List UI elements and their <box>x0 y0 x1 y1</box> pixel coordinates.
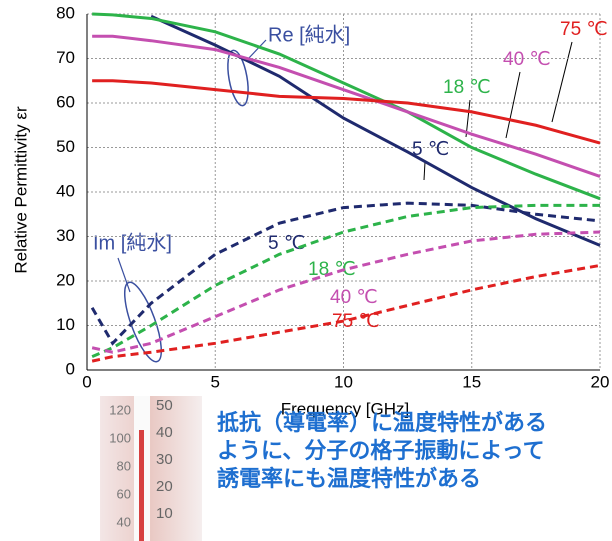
thermometer-scale: 30 <box>156 451 173 468</box>
series-label: 5 ℃ <box>412 139 449 160</box>
y-axis-label: Relative Permittivity εr <box>11 106 30 274</box>
im-pointer <box>118 258 130 292</box>
series-label: 40 ℃ <box>330 287 378 308</box>
thermometer: 120 100 80 60 40 50 40 30 20 10 <box>100 396 202 541</box>
x-tick-label: 10 <box>334 372 353 391</box>
series-label: 75 ℃ <box>332 311 380 332</box>
thermometer-scale: 60 <box>117 486 131 501</box>
annotation: Re [純水] <box>268 23 350 46</box>
arrow <box>506 72 520 138</box>
caption-line: 抵抗（導電率）に温度特性がある <box>217 410 547 436</box>
caption-line: 誘電率にも温度特性がある <box>217 466 481 492</box>
y-tick-label: 20 <box>56 270 75 289</box>
thermometer-liquid <box>139 430 144 541</box>
chart: 1201008060405040302010 Relative Permitti… <box>0 0 612 541</box>
y-tick-label: 50 <box>56 137 75 156</box>
series-label: 18 ℃ <box>308 259 356 280</box>
y-tick-label: 0 <box>66 359 75 378</box>
thermometer-scale: 50 <box>156 397 173 414</box>
thermometer-scale: 120 <box>109 402 131 417</box>
thermometer-body <box>100 396 202 541</box>
im-ellipse <box>117 278 168 365</box>
y-tick-label: 10 <box>56 315 75 334</box>
thermometer-scale: 20 <box>156 478 173 495</box>
thermometer-scale: 40 <box>117 514 131 529</box>
y-tick-label: 30 <box>56 226 75 245</box>
annotation: Im [純水] <box>93 231 172 254</box>
thermometer-scale: 40 <box>156 424 173 441</box>
x-tick-label: 20 <box>591 372 610 391</box>
y-tick-label: 60 <box>56 92 75 111</box>
series-label: 40 ℃ <box>503 49 551 70</box>
arrow <box>424 162 425 180</box>
series-label: 75 ℃ <box>560 19 608 40</box>
y-tick-label: 80 <box>56 3 75 22</box>
y-tick-label: 40 <box>56 181 75 200</box>
thermometer-scale: 100 <box>109 430 131 445</box>
x-tick-label: 0 <box>82 372 91 391</box>
x-tick-label: 15 <box>462 372 481 391</box>
arrow <box>552 42 572 122</box>
caption-line: ように、分子の格子振動によって <box>217 438 545 464</box>
thermometer-scale: 80 <box>117 458 131 473</box>
x-tick-label: 5 <box>211 372 220 391</box>
y-tick-label: 70 <box>56 48 75 67</box>
thermometer-scale: 10 <box>156 505 173 522</box>
series-label: 18 ℃ <box>443 77 491 98</box>
